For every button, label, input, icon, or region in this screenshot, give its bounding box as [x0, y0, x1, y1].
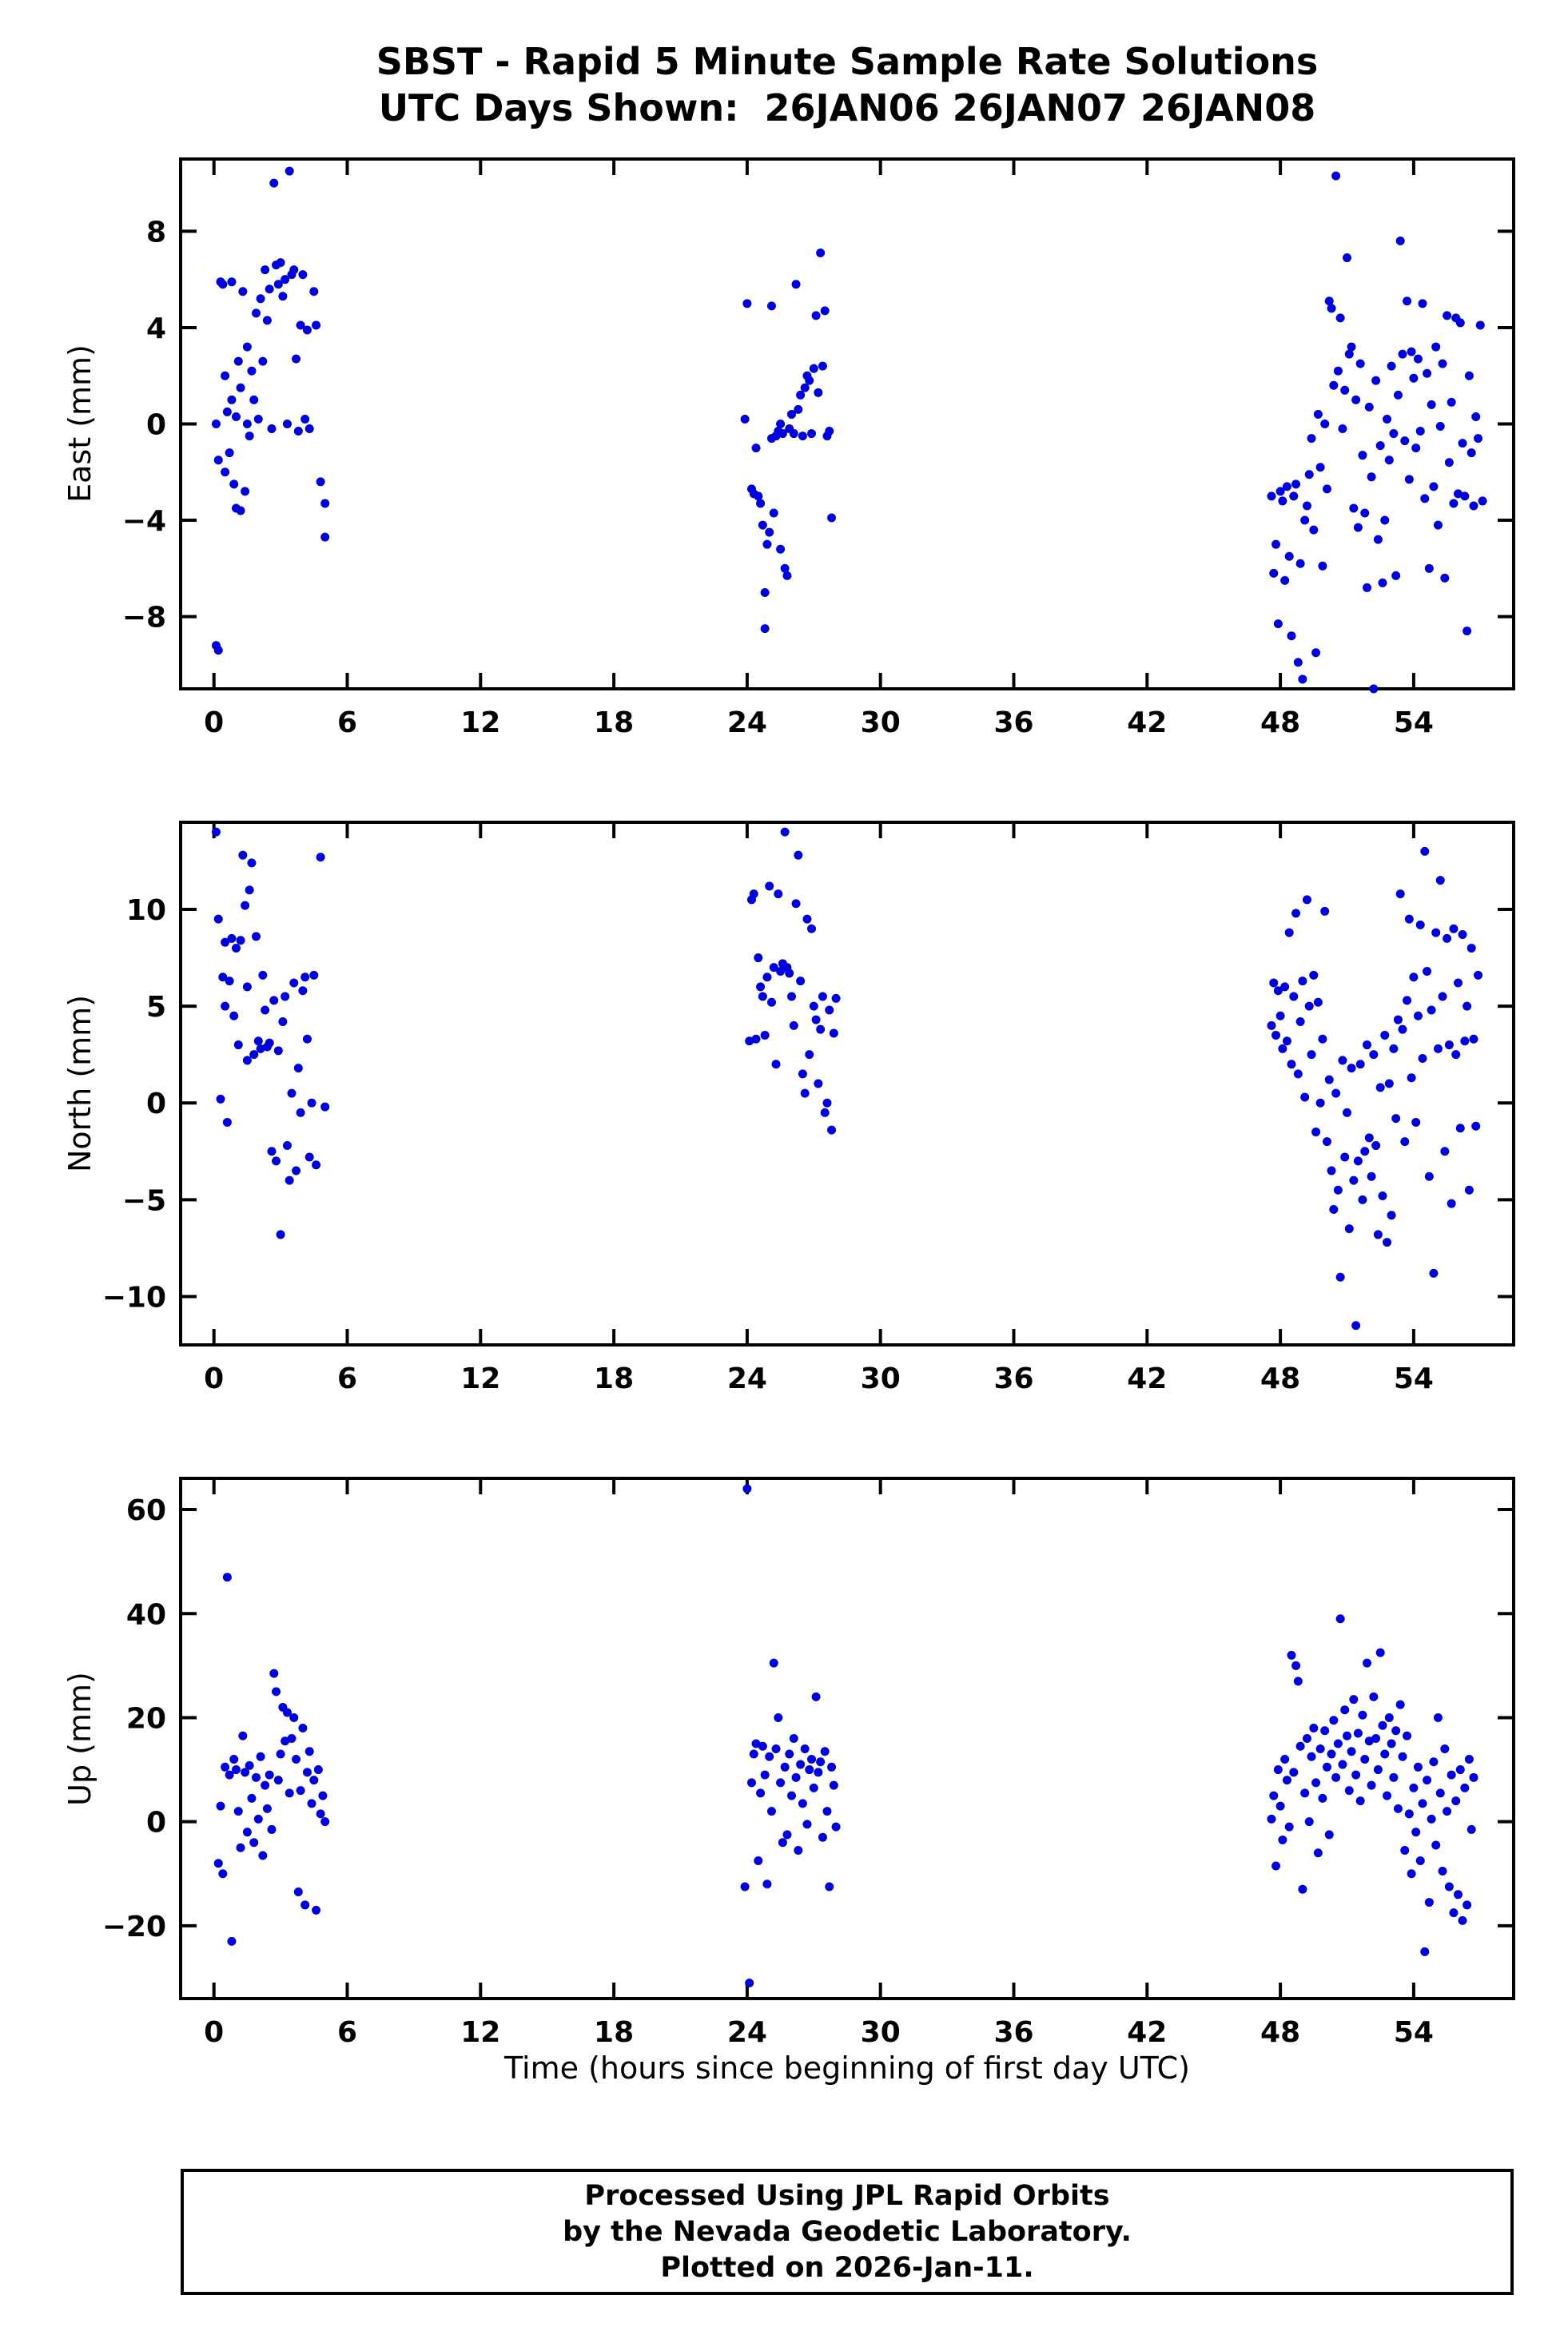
x-tick-label: 24 — [727, 706, 767, 739]
x-tick-label: 12 — [460, 2016, 500, 2049]
data-points-up — [213, 1484, 1478, 1987]
y-tick-label: 5 — [146, 991, 166, 1024]
x-tick-label: 18 — [594, 706, 634, 739]
x-tick-label: 54 — [1394, 706, 1434, 739]
x-tick-label: 42 — [1127, 706, 1167, 739]
footer-line-2: by the Nevada Geodetic Laboratory. — [563, 2215, 1132, 2248]
y-tick-label: −8 — [122, 602, 166, 634]
y-tick-label: −5 — [122, 1184, 166, 1217]
x-tick-label: 36 — [993, 2016, 1033, 2049]
data-points-east — [211, 166, 1487, 694]
x-tick-label: 48 — [1260, 706, 1300, 739]
x-tick-label: 12 — [460, 1362, 500, 1395]
x-tick-label: 0 — [204, 706, 224, 739]
x-tick-label: 48 — [1260, 1362, 1300, 1395]
x-tick-label: 24 — [727, 1362, 767, 1395]
y-tick-label: −10 — [102, 1281, 166, 1314]
x-tick-label: 36 — [993, 706, 1033, 739]
x-tick-label: 0 — [204, 2016, 224, 2049]
footer-line-1: Processed Using JPL Rapid Orbits — [584, 2179, 1110, 2212]
footer-line-3: Plotted on 2026-Jan-11. — [660, 2251, 1034, 2284]
x-tick-label: 30 — [861, 2016, 901, 2049]
x-tick-label: 30 — [861, 1362, 901, 1395]
x-tick-label: 18 — [594, 1362, 634, 1395]
y-tick-label: 60 — [126, 1494, 166, 1527]
panel-up: 0 6 12 18 24 30 36 42 48 54 −20 0 20 40 60 — [102, 1477, 1515, 2049]
chart-title: SBST - Rapid 5 Minute Sample Rate Soluti… — [376, 40, 1319, 83]
y-axis-label-east: East (mm) — [62, 344, 98, 503]
y-tick-label: 0 — [146, 1807, 166, 1840]
y-axis-label-up: Up (mm) — [62, 1672, 98, 1806]
x-tick-label: 0 — [204, 1362, 224, 1395]
y-tick-label: −4 — [122, 505, 166, 538]
x-tick-label: 6 — [337, 2016, 357, 2049]
x-tick-label: 30 — [861, 706, 901, 739]
x-tick-label: 54 — [1394, 2016, 1434, 2049]
x-tick-label: 24 — [727, 2016, 767, 2049]
panel-north: 0 6 12 18 24 30 36 42 48 54 −10 −5 0 5 10 — [102, 821, 1515, 1395]
y-tick-label: 40 — [126, 1598, 166, 1631]
x-tick-label: 42 — [1127, 2016, 1167, 2049]
x-axis-label: Time (hours since beginning of first day… — [504, 2051, 1190, 2086]
x-tick-label: 42 — [1127, 1362, 1167, 1395]
y-tick-label: 10 — [126, 894, 166, 927]
y-tick-label: 0 — [146, 1088, 166, 1120]
x-tick-label: 54 — [1394, 1362, 1434, 1395]
data-points-north — [211, 827, 1483, 1331]
x-tick-label: 36 — [993, 1362, 1033, 1395]
y-tick-label: 4 — [146, 312, 166, 345]
y-tick-label: 20 — [126, 1702, 166, 1735]
y-axis-label-north: North (mm) — [62, 994, 98, 1173]
x-tick-label: 18 — [594, 2016, 634, 2049]
footer-box: Processed Using JPL Rapid Orbits by the … — [181, 2169, 1514, 2295]
x-tick-label: 6 — [337, 1362, 357, 1395]
chart-subtitle: UTC Days Shown: 26JAN06 26JAN07 26JAN08 — [378, 86, 1316, 129]
x-tick-label: 48 — [1260, 2016, 1300, 2049]
chart-title-block: SBST - Rapid 5 Minute Sample Rate Soluti… — [181, 38, 1514, 131]
y-tick-label: 8 — [146, 216, 166, 249]
x-tick-label: 6 — [337, 706, 357, 739]
y-tick-label: 0 — [146, 409, 166, 442]
y-tick-label: −20 — [102, 1911, 166, 1943]
x-tick-label: 12 — [460, 706, 500, 739]
